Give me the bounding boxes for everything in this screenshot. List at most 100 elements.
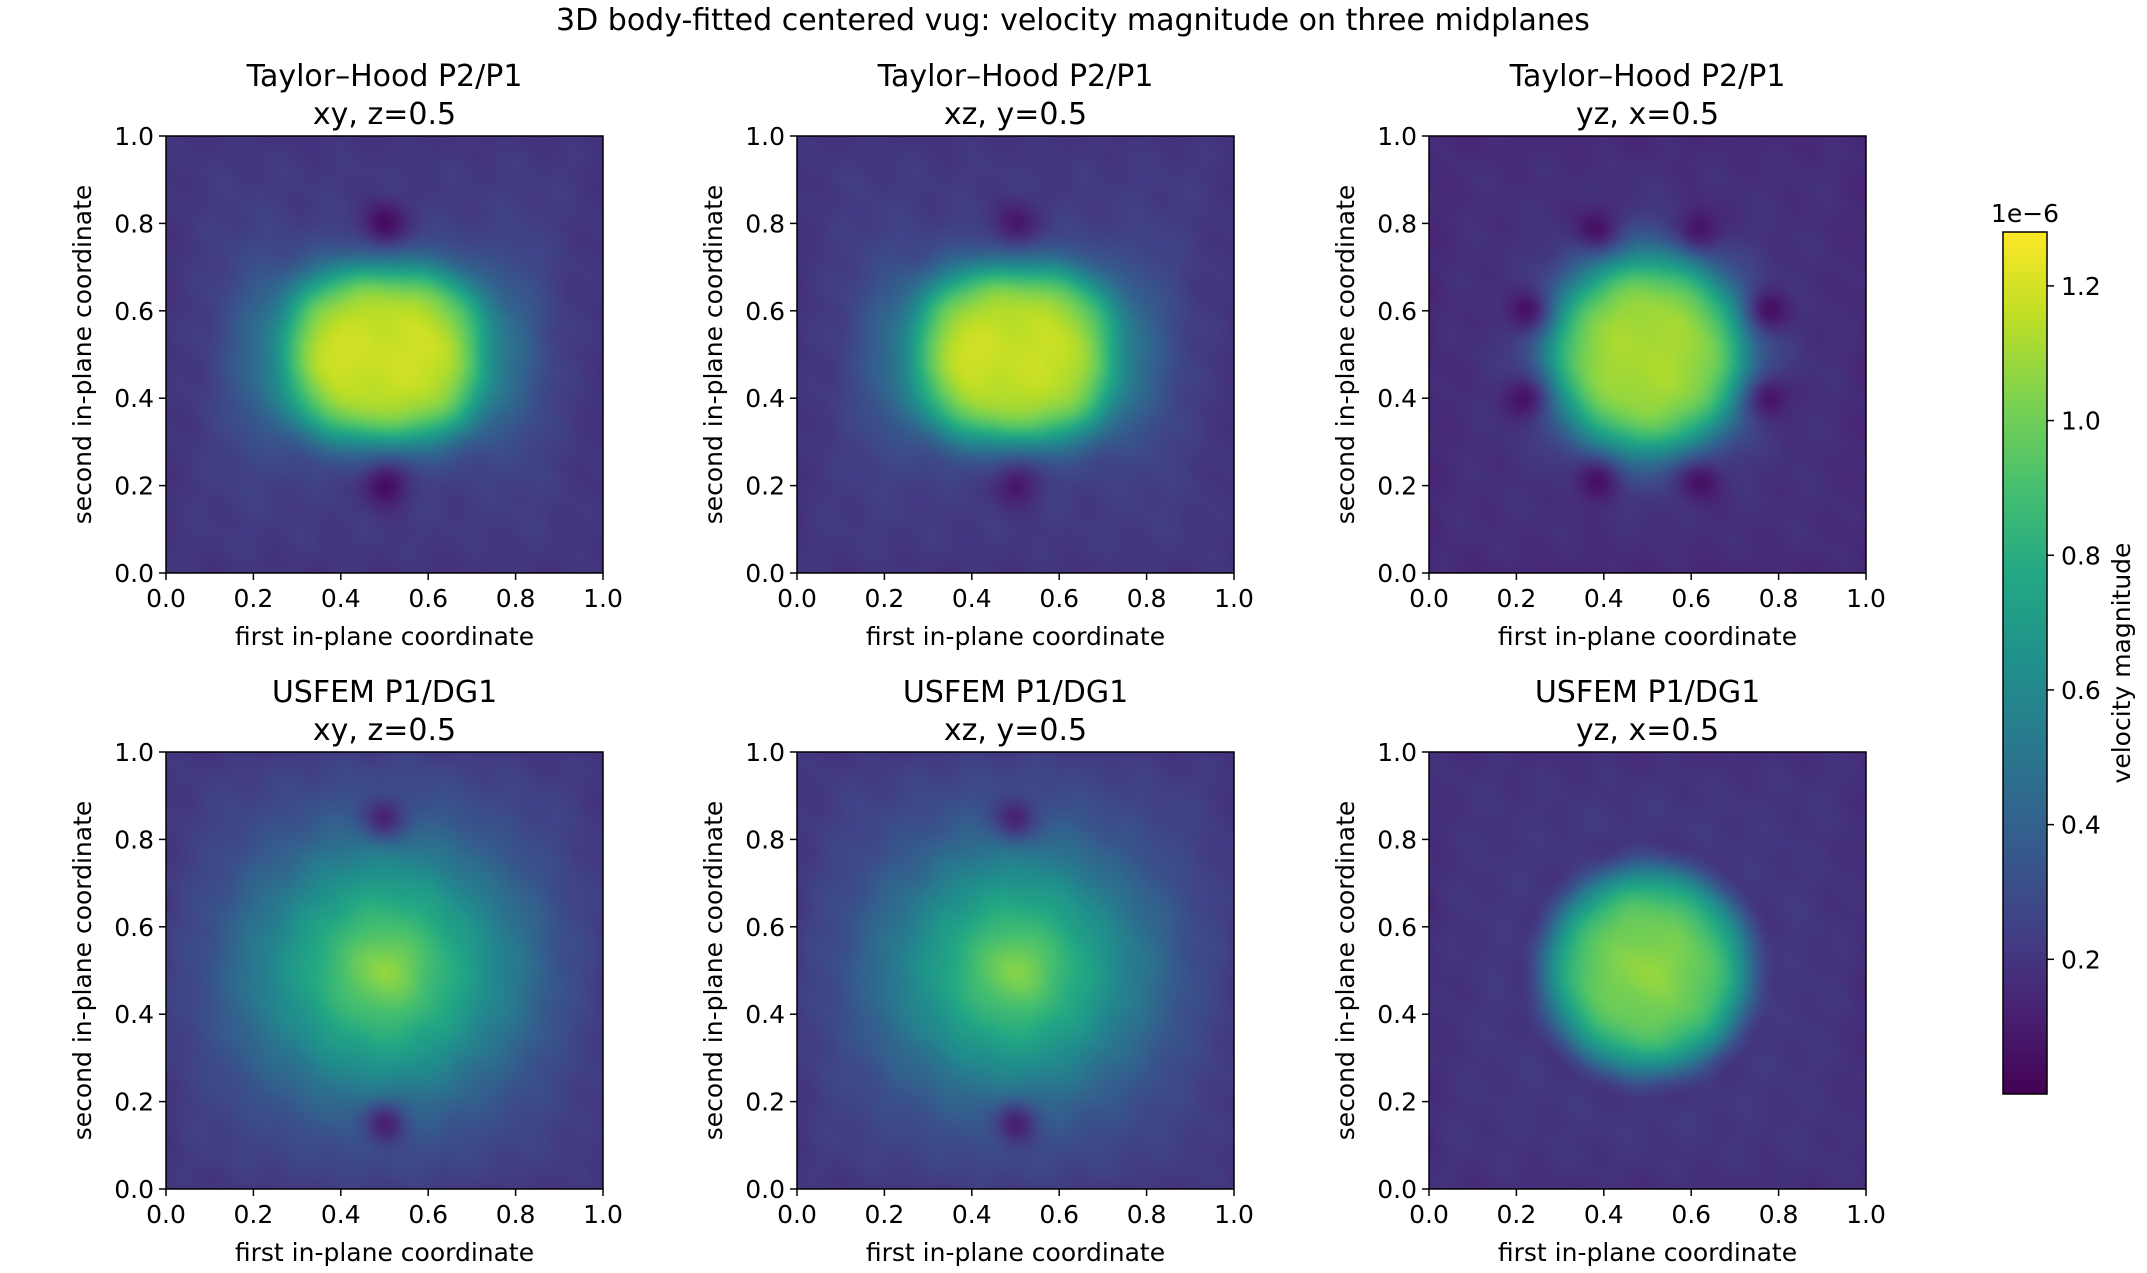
x-tick-label: 0.2 bbox=[865, 1200, 905, 1229]
colorbar-tick-label: 0.6 bbox=[2061, 676, 2101, 705]
y-tick-label: 0.8 bbox=[745, 209, 785, 238]
y-axis-label: second in-plane coordinate bbox=[1331, 801, 1360, 1141]
panel-method-title: USFEM P1/DG1 bbox=[903, 675, 1128, 710]
x-axis-label: first in-plane coordinate bbox=[235, 622, 534, 651]
y-tick-label: 1.0 bbox=[745, 738, 785, 767]
x-tick-label: 0.8 bbox=[496, 584, 536, 613]
y-tick-label: 0.4 bbox=[1377, 1000, 1417, 1029]
x-tick-label: 1.0 bbox=[1214, 584, 1254, 613]
y-tick-label: 0.8 bbox=[1377, 825, 1417, 854]
panel-plane-title: yz, x=0.5 bbox=[1576, 713, 1719, 748]
panel-plane-title: xz, y=0.5 bbox=[944, 713, 1087, 748]
x-tick-label: 0.0 bbox=[1409, 584, 1449, 613]
x-tick-label: 1.0 bbox=[583, 1200, 623, 1229]
panel-plane-title: xz, y=0.5 bbox=[944, 97, 1087, 132]
y-axis-label: second in-plane coordinate bbox=[699, 801, 728, 1141]
y-tick-label: 0.0 bbox=[745, 559, 785, 588]
x-tick-label: 0.2 bbox=[1497, 1200, 1537, 1229]
x-tick-label: 0.0 bbox=[146, 1200, 186, 1229]
figure-suptitle: 3D body-fitted centered vug: velocity ma… bbox=[556, 3, 1590, 38]
x-tick-label: 0.0 bbox=[777, 1200, 817, 1229]
y-axis-label: second in-plane coordinate bbox=[1331, 185, 1360, 525]
heatmap-image bbox=[166, 752, 603, 1189]
y-tick-label: 0.4 bbox=[745, 384, 785, 413]
axes-frame bbox=[1428, 751, 1867, 1190]
axes-frame bbox=[1428, 135, 1867, 574]
y-tick-label: 0.2 bbox=[114, 1088, 154, 1117]
heatmap-image bbox=[1429, 136, 1866, 573]
x-tick-label: 0.6 bbox=[408, 1200, 448, 1229]
axes-frame bbox=[796, 135, 1235, 574]
x-tick-label: 0.6 bbox=[1039, 1200, 1079, 1229]
x-tick-label: 1.0 bbox=[583, 584, 623, 613]
axes-frame bbox=[796, 751, 1235, 1190]
x-tick-label: 0.8 bbox=[1759, 584, 1799, 613]
x-tick-label: 0.2 bbox=[234, 584, 274, 613]
x-tick-label: 0.6 bbox=[1671, 1200, 1711, 1229]
y-tick-label: 1.0 bbox=[745, 122, 785, 151]
y-tick-label: 0.2 bbox=[1377, 472, 1417, 501]
colorbar-label: velocity magnitude bbox=[2107, 543, 2136, 784]
colorbar-tick-label: 1.0 bbox=[2061, 407, 2101, 436]
y-tick-label: 1.0 bbox=[114, 122, 154, 151]
colorbar-tick-label: 1.2 bbox=[2061, 272, 2101, 301]
x-tick-label: 0.2 bbox=[1497, 584, 1537, 613]
y-tick-label: 0.8 bbox=[745, 825, 785, 854]
axes-frame bbox=[165, 135, 604, 574]
x-tick-label: 0.4 bbox=[952, 584, 992, 613]
panels: Taylor–Hood P2/P1 xy, z=0.5 0.0 0.2 0.4 0.6 0.… bbox=[68, 59, 1886, 1267]
x-tick-label: 0.8 bbox=[1127, 1200, 1167, 1229]
panel-plane-title: xy, z=0.5 bbox=[313, 97, 456, 132]
y-tick-label: 0.4 bbox=[745, 1000, 785, 1029]
y-tick-label: 0.0 bbox=[1377, 1175, 1417, 1204]
axes-frame bbox=[165, 751, 604, 1190]
x-tick-label: 0.8 bbox=[1759, 1200, 1799, 1229]
x-axis-label: first in-plane coordinate bbox=[1498, 622, 1797, 651]
colorbar-tick-label: 0.4 bbox=[2061, 811, 2101, 840]
y-tick-label: 0.6 bbox=[745, 913, 785, 942]
heatmap-image bbox=[166, 136, 603, 573]
x-tick-label: 0.0 bbox=[1409, 1200, 1449, 1229]
y-axis-label: second in-plane coordinate bbox=[68, 801, 97, 1141]
colorbar-offset-text: 1e−6 bbox=[1991, 199, 2059, 228]
x-axis-label: first in-plane coordinate bbox=[1498, 1238, 1797, 1267]
x-tick-label: 0.6 bbox=[1039, 584, 1079, 613]
y-tick-label: 0.2 bbox=[1377, 1088, 1417, 1117]
panel-plane-title: xy, z=0.5 bbox=[313, 713, 456, 748]
y-tick-label: 0.0 bbox=[114, 1175, 154, 1204]
colorbar-gradient bbox=[2003, 232, 2047, 1094]
y-tick-label: 0.0 bbox=[1377, 559, 1417, 588]
x-tick-label: 0.8 bbox=[1127, 584, 1167, 613]
x-tick-label: 1.0 bbox=[1846, 584, 1886, 613]
panel-plane-title: yz, x=0.5 bbox=[1576, 97, 1719, 132]
y-tick-label: 0.8 bbox=[114, 825, 154, 854]
y-tick-label: 0.6 bbox=[1377, 913, 1417, 942]
y-axis-label: second in-plane coordinate bbox=[699, 185, 728, 525]
x-tick-label: 0.4 bbox=[1584, 584, 1624, 613]
y-axis-label: second in-plane coordinate bbox=[68, 185, 97, 525]
x-axis-label: first in-plane coordinate bbox=[866, 1238, 1165, 1267]
y-tick-label: 0.6 bbox=[114, 297, 154, 326]
x-tick-label: 0.4 bbox=[321, 584, 361, 613]
x-tick-label: 0.2 bbox=[234, 1200, 274, 1229]
heatmap-image bbox=[797, 136, 1234, 573]
panel-method-title: Taylor–Hood P2/P1 bbox=[877, 59, 1154, 94]
x-tick-label: 0.0 bbox=[777, 584, 817, 613]
colorbar-tick-label: 0.2 bbox=[2061, 945, 2101, 974]
y-tick-label: 0.0 bbox=[114, 559, 154, 588]
colorbar-tick-label: 0.8 bbox=[2061, 541, 2101, 570]
y-tick-label: 0.6 bbox=[114, 913, 154, 942]
y-tick-label: 0.2 bbox=[745, 472, 785, 501]
panel-method-title: USFEM P1/DG1 bbox=[1535, 675, 1760, 710]
y-tick-label: 0.2 bbox=[745, 1088, 785, 1117]
x-tick-label: 0.6 bbox=[1671, 584, 1711, 613]
y-tick-label: 0.4 bbox=[114, 384, 154, 413]
x-tick-label: 0.6 bbox=[408, 584, 448, 613]
colorbar-frame bbox=[2002, 231, 2048, 1095]
